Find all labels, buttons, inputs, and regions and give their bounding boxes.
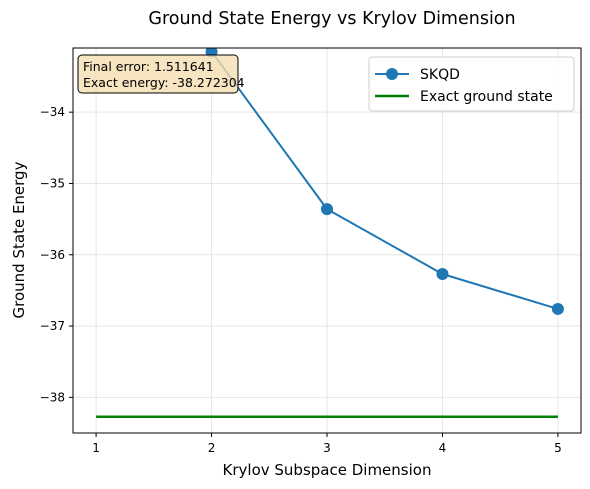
- y-tick-label: −35: [40, 176, 65, 190]
- x-tick-label: 3: [323, 441, 331, 455]
- x-tick-label: 5: [554, 441, 562, 455]
- series-skqd-point: [321, 203, 333, 216]
- y-tick-label: −38: [40, 390, 65, 404]
- y-tick-label: −36: [40, 248, 65, 262]
- annotation-exact-energy: Exact energy: -38.272304: [83, 75, 245, 90]
- y-tick-label: −37: [40, 319, 65, 333]
- legend-exact-label: Exact ground state: [420, 89, 553, 105]
- series-layer: [96, 48, 564, 419]
- y-tick-label: −34: [40, 105, 65, 119]
- legend-skqd-marker: [386, 68, 398, 80]
- y-axis-label: Ground State Energy: [10, 161, 28, 318]
- y-axis-ticks: −38 −37 −36 −35 −34: [40, 105, 73, 404]
- x-axis-ticks: 1 2 3 4 5: [92, 433, 562, 455]
- x-tick-label: 4: [439, 441, 447, 455]
- legend: SKQD Exact ground state: [368, 56, 575, 112]
- annotation-box: Final error: 1.511641 Exact energy: -38.…: [77, 54, 245, 94]
- series-skqd-point: [551, 302, 564, 315]
- series-skqd-point: [436, 268, 449, 281]
- legend-skqd-label: SKQD: [420, 67, 460, 83]
- annotation-final-error: Final error: 1.511641: [83, 59, 214, 74]
- annotation-background: [77, 54, 239, 94]
- x-tick-label: 1: [92, 441, 100, 455]
- x-tick-label: 2: [208, 441, 216, 455]
- legend-frame: [368, 56, 575, 112]
- chart-title: Ground State Energy vs Krylov Dimension: [148, 9, 515, 29]
- x-axis-label: Krylov Subspace Dimension: [223, 461, 432, 479]
- grid: [73, 48, 581, 433]
